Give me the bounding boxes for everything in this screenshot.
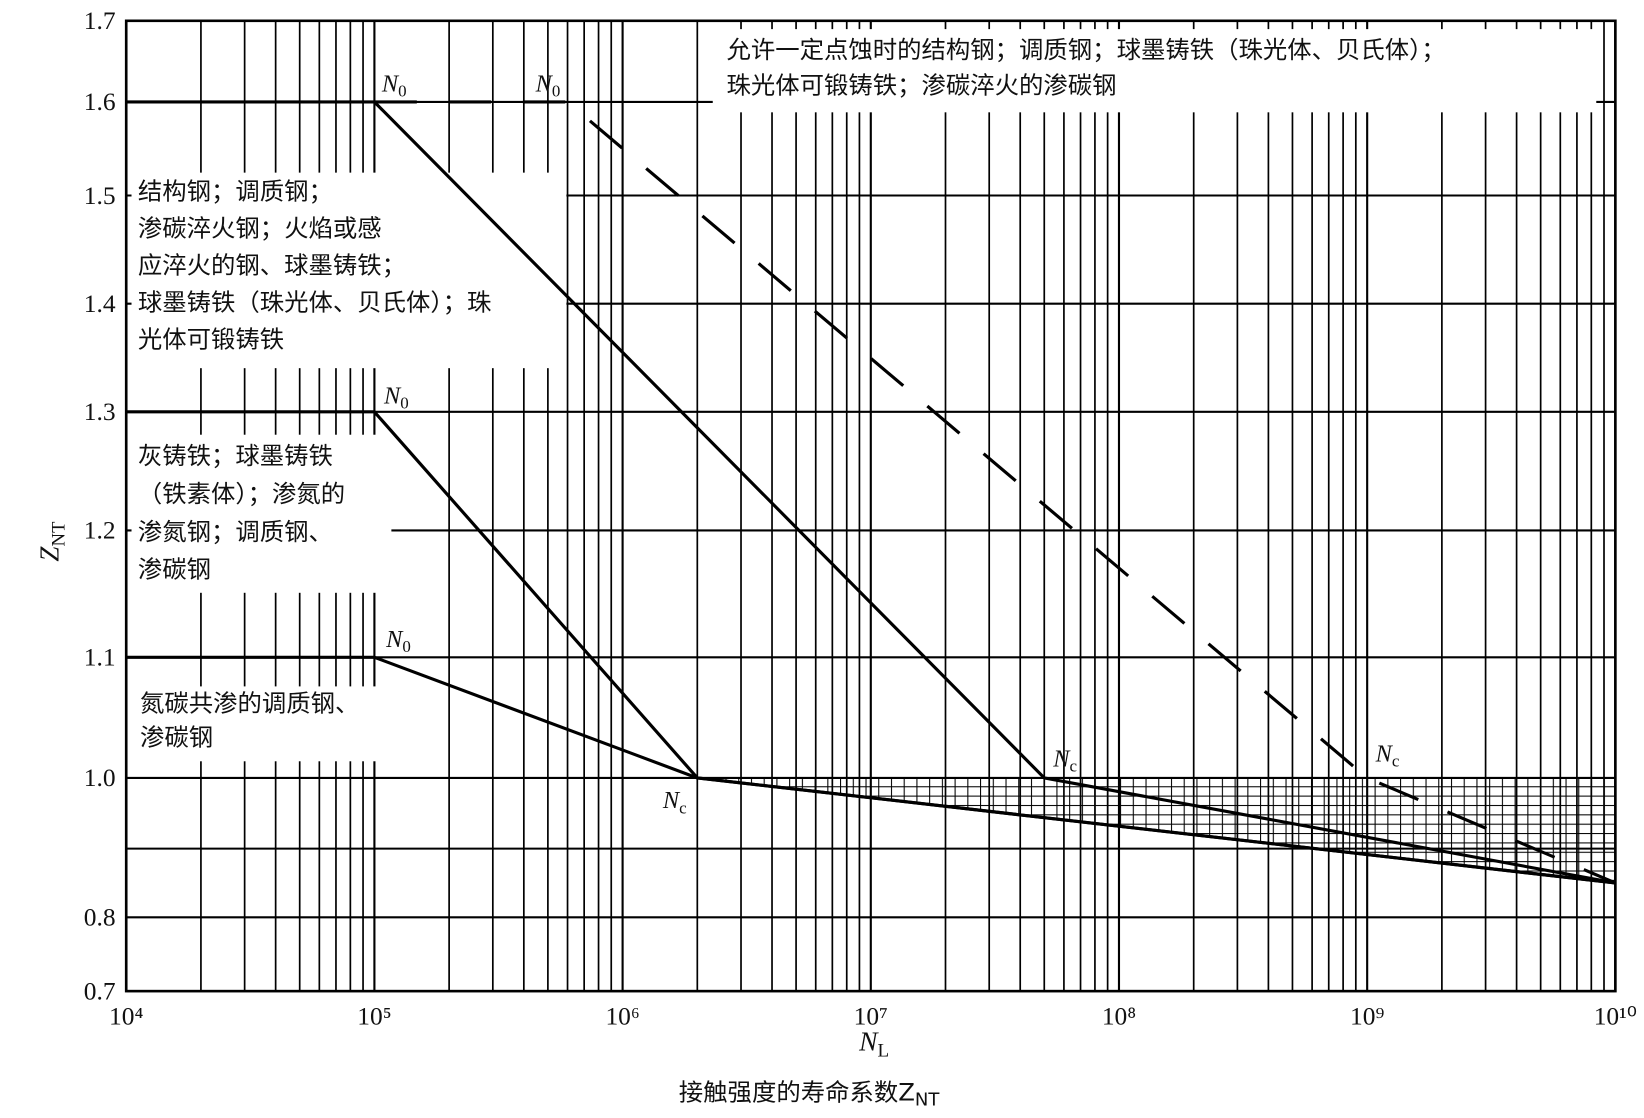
x-axis-label: NL — [858, 1027, 889, 1062]
y-axis-label-text: Z — [34, 546, 64, 562]
y-tick-label: 1.5 — [84, 183, 116, 210]
x-axis-label-text: N — [858, 1027, 879, 1057]
note-line: 氮碳共渗的调质钢、 — [140, 690, 359, 718]
annotation-sub: 0 — [552, 82, 560, 101]
annotation-sub: c — [679, 798, 687, 817]
annotation-text: N — [381, 71, 400, 98]
y-tick-label: 1.6 — [84, 89, 116, 116]
y-tick-label: 1.7 — [84, 8, 116, 35]
note-line: 球墨铸铁（珠光体、贝氏体）；珠 — [138, 289, 491, 317]
caption: 接触强度的寿命系数ZNT — [679, 1079, 940, 1111]
annotation: N0 — [535, 71, 561, 101]
y-tick-label: 1.4 — [84, 291, 116, 318]
x-axis-label-sub: L — [878, 1041, 890, 1062]
annotation-text: N — [662, 787, 681, 814]
note-background — [131, 686, 418, 762]
notes: 允许一定点蚀时的结构钢；调质钢；球墨铸铁（珠光体、贝氏体）； 珠光体可锻铸铁；渗碳… — [131, 29, 1597, 762]
annotation-sub: 0 — [402, 637, 410, 656]
series-line — [126, 655, 1616, 885]
x-tick-label: 10⁶ — [605, 1004, 639, 1031]
plot-frame — [124, 19, 1617, 993]
x-tick-label: 10¹⁰ — [1594, 1004, 1637, 1031]
annotation-text: N — [385, 626, 404, 653]
note-line: 光体可锻铸铁 — [138, 326, 284, 354]
annotation-sub: c — [1069, 757, 1077, 776]
series-line — [126, 100, 1616, 885]
y-tick-label: 1.3 — [84, 399, 116, 426]
caption-text: 接触强度的寿命系数Z — [679, 1079, 915, 1107]
note-line: 渗碳钢 — [138, 556, 211, 584]
note-line: 应淬火的钢、球墨铸铁； — [138, 252, 406, 280]
annotation-sub: 0 — [400, 394, 408, 413]
x-tick-label: 10⁸ — [1102, 1004, 1136, 1031]
note-line: 渗碳淬火钢；火焰或感 — [138, 215, 382, 243]
x-tick-label: 10⁵ — [357, 1004, 391, 1031]
y-tick-label: 1.2 — [84, 518, 116, 545]
y-tick-label: 0.8 — [84, 905, 116, 932]
annotation: N0 — [383, 383, 409, 413]
x-tick-label: 10⁴ — [109, 1004, 144, 1031]
y-axis-label: ZNT — [34, 521, 70, 561]
annotation-sub: 0 — [398, 82, 406, 101]
annotation: N0 — [381, 71, 407, 101]
annotation: Nc — [1052, 746, 1077, 776]
y-tick-label: 1.0 — [84, 765, 116, 792]
lines — [126, 100, 1616, 885]
annotation: Nc — [1375, 740, 1400, 770]
note-line: 渗碳钢 — [140, 724, 213, 752]
annotation-text: N — [535, 71, 554, 98]
note-background — [131, 434, 392, 593]
annotation-text: N — [1375, 740, 1394, 767]
y-axis-label-sub: NT — [49, 521, 70, 546]
note-line: 允许一定点蚀时的结构钢；调质钢；球墨铸铁（珠光体、贝氏体）； — [727, 36, 1446, 64]
caption-sub: NT — [915, 1090, 940, 1111]
x-tick-label: 10⁷ — [854, 1004, 888, 1031]
annotation-sub: c — [1392, 752, 1400, 771]
annotation-text: N — [1052, 746, 1071, 773]
labels: N0 N0 N0 N0 Nc Nc Nc NL ZNT 接触强度的寿命系数ZNT… — [34, 8, 1637, 1110]
note-line: 结构钢；调质钢； — [138, 178, 333, 206]
annotation: N0 — [385, 626, 411, 656]
note-background — [712, 29, 1597, 113]
x-tick-label: 10⁹ — [1350, 1004, 1385, 1031]
note-line: 灰铸铁；球墨铸铁 — [138, 442, 333, 470]
note-line: （铁素体）；渗氮的 — [138, 480, 345, 508]
annotation: Nc — [662, 787, 687, 817]
y-tick-label: 1.1 — [84, 645, 116, 672]
note-line: 渗氮钢；调质钢、 — [138, 518, 333, 546]
series-line — [374, 100, 1616, 885]
annotation-text: N — [383, 383, 402, 410]
note-background — [131, 172, 567, 369]
note-line: 珠光体可锻铸铁；渗碳淬火的渗碳钢 — [727, 72, 1117, 100]
y-tick-label: 0.7 — [84, 979, 116, 1006]
